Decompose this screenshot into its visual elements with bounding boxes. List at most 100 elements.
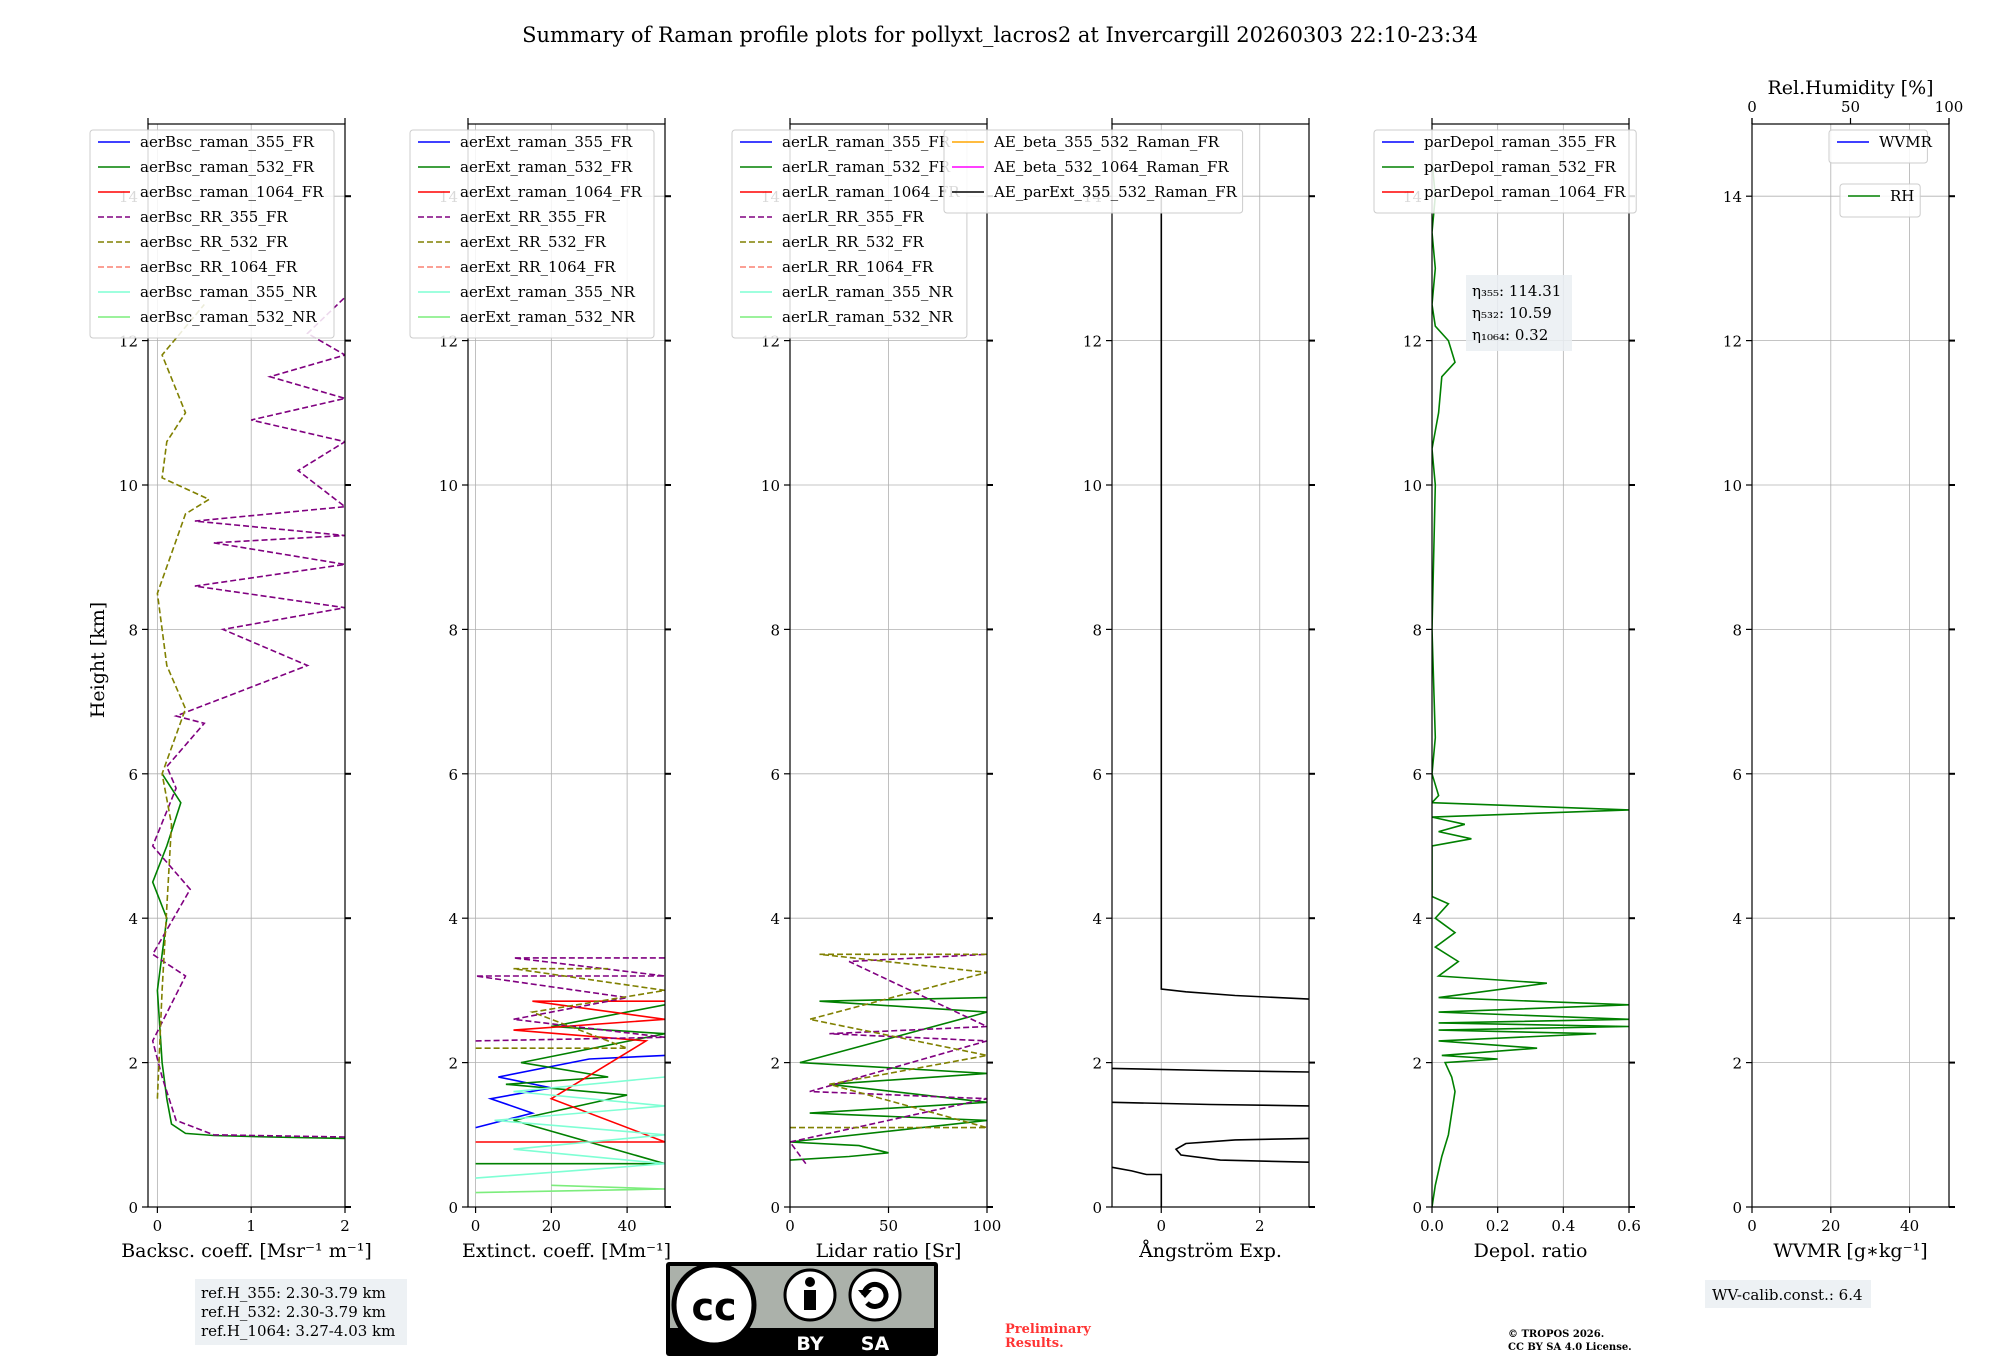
legend-label: aerLR_raman_1064_FR — [782, 183, 960, 201]
x-tick-label: 0 — [785, 1217, 795, 1235]
axes-frame — [1751, 123, 1950, 1208]
x-tick-label: 0.2 — [1486, 1217, 1510, 1235]
y-tick-label: 8 — [1092, 621, 1102, 639]
x-tick-label: 40 — [1900, 1217, 1919, 1235]
x-tick-label: 0 — [153, 1217, 163, 1235]
series-line-aerExt_raman_355_FR — [475, 1054, 665, 1129]
by-label: BY — [796, 1333, 823, 1355]
y-tick-label: 2 — [1732, 1055, 1742, 1073]
panels: 02468101214012Backsc. coeff. [Msr⁻¹ m⁻¹]… — [89, 77, 1963, 1262]
y-tick-label: 2 — [128, 1055, 138, 1073]
legend-box — [731, 129, 968, 339]
x-tick-label: 0 — [1747, 1217, 1757, 1235]
x-tick-label: 2 — [340, 1217, 350, 1235]
x-axis-label: Extinct. coeff. [Mm⁻¹] — [462, 1240, 671, 1262]
series-line-aerExt_raman_1064_FR — [475, 1000, 665, 1143]
series-line-aerExt_raman_532_NR — [475, 1184, 665, 1194]
preliminary-note: Preliminary — [1005, 1322, 1091, 1337]
series-line-AE_parExt_355_532_Raman_FR — [1112, 1166, 1163, 1207]
x-tick-label: 1 — [246, 1217, 256, 1235]
y-tick-label: 10 — [1723, 477, 1742, 495]
x-tick-label: 0.6 — [1617, 1217, 1641, 1235]
y-tick-label: 12 — [1403, 333, 1422, 351]
legend-label: aerExt_raman_355_NR — [460, 283, 636, 301]
x-axis-label: Depol. ratio — [1474, 1240, 1588, 1262]
legend-box — [1839, 183, 1921, 218]
y-tick-label: 0 — [448, 1199, 458, 1217]
reference-height-box: ref.H_355: 2.30-3.79 km ref.H_532: 2.30-… — [195, 1279, 407, 1345]
axes-frame — [789, 123, 988, 1208]
y-tick-label: 6 — [770, 766, 780, 784]
legend-label: aerLR_RR_532_FR — [782, 233, 924, 251]
legend-label: aerExt_RR_355_FR — [460, 208, 607, 226]
x-tick-label: 0 — [1156, 1217, 1166, 1235]
legend-label: aerExt_raman_532_FR — [460, 158, 633, 176]
y-tick-label: 6 — [1092, 766, 1102, 784]
legend-label: aerExt_RR_1064_FR — [460, 258, 616, 276]
panel-ext: 0246810121402040Extinct. coeff. [Mm⁻¹]ae… — [409, 118, 671, 1262]
series-line-aerExt_raman_355_NR — [475, 1076, 665, 1179]
series-line-aerLR_raman_532_FR — [790, 996, 987, 1161]
wv-calibration-text: WV-calib.const.: 6.4 — [1712, 1286, 1863, 1304]
y-tick-label: 0 — [1092, 1199, 1102, 1217]
top-axis-tick-label: 0 — [1747, 98, 1757, 116]
y-tick-label: 14 — [1723, 188, 1742, 206]
legend-label: aerExt_raman_532_NR — [460, 308, 636, 326]
legend-label: aerLR_RR_1064_FR — [782, 258, 934, 276]
legend-label: WVMR — [1879, 133, 1933, 151]
y-tick-label: 8 — [448, 621, 458, 639]
cc-by-sa-badge: cc BY SA — [666, 1262, 938, 1356]
y-tick-label: 4 — [1092, 910, 1102, 928]
legend-box — [1373, 129, 1637, 214]
legend-label: aerLR_raman_532_FR — [782, 158, 951, 176]
y-axis-label: Height [km] — [87, 602, 109, 718]
series-line-AE_parExt_355_532_Raman_FR — [1112, 1067, 1309, 1073]
y-tick-label: 10 — [761, 477, 780, 495]
y-tick-label: 10 — [439, 477, 458, 495]
series-line-aerExt_RR_355_FR — [475, 957, 665, 1042]
x-tick-label: 20 — [1821, 1217, 1840, 1235]
y-tick-label: 2 — [770, 1055, 780, 1073]
refbox-line: ref.H_355: 2.30-3.79 km — [201, 1284, 386, 1302]
cc-logo-icon — [671, 1262, 757, 1348]
legend-box — [89, 129, 335, 339]
y-tick-label: 8 — [1732, 621, 1742, 639]
legend-label: aerLR_raman_355_NR — [782, 283, 953, 301]
series-line-aerExt_raman_532_FR — [475, 1004, 665, 1165]
series-line-parDepol_raman_532_FR — [1432, 160, 1629, 1207]
series-line-aerBsc_raman_532_FR — [151, 773, 345, 1140]
series-line-AE_parExt_355_532_Raman_FR — [1112, 1101, 1309, 1107]
legend-label: AE_parExt_355_532_Raman_FR — [993, 183, 1238, 201]
preliminary-note: Results. — [1005, 1336, 1064, 1351]
panel-bsc: 02468101214012Backsc. coeff. [Msr⁻¹ m⁻¹]… — [89, 118, 372, 1262]
x-tick-label: 2 — [1255, 1217, 1265, 1235]
y-tick-label: 0 — [1412, 1199, 1422, 1217]
legend-label: aerExt_raman_1064_FR — [460, 183, 642, 201]
y-tick-label: 2 — [448, 1055, 458, 1073]
y-tick-label: 0 — [770, 1199, 780, 1217]
y-tick-label: 4 — [1732, 910, 1742, 928]
legend-label: aerBsc_raman_532_NR — [140, 308, 317, 326]
top-axis-tick-label: 50 — [1841, 98, 1860, 116]
eta-annotation-box — [1466, 275, 1572, 351]
y-tick-label: 0 — [128, 1199, 138, 1217]
eta-annotation-line: η₃₅₅: 114.31 — [1472, 282, 1561, 300]
legend-label: aerExt_raman_355_FR — [460, 133, 633, 151]
legend-label: AE_beta_532_1064_Raman_FR — [993, 158, 1229, 176]
legend-label: aerLR_RR_355_FR — [782, 208, 924, 226]
legend-label: RH — [1890, 187, 1914, 205]
y-tick-label: 12 — [1083, 333, 1102, 351]
copyright-note: CC BY SA 4.0 License. — [1508, 1342, 1632, 1353]
legend-label: aerLR_raman_532_NR — [782, 308, 953, 326]
wv-calibration-box: WV-calib.const.: 6.4 — [1705, 1280, 1871, 1308]
cc-logo-text: cc — [691, 1285, 736, 1329]
legend-label: aerBsc_raman_355_FR — [140, 133, 315, 151]
refbox-line: ref.H_1064: 3.27-4.03 km — [201, 1322, 395, 1340]
x-axis-label: Lidar ratio [Sr] — [816, 1240, 962, 1262]
share-alike-icon — [848, 1268, 902, 1322]
axes-frame — [147, 123, 346, 1208]
y-tick-label: 0 — [1732, 1199, 1742, 1217]
copyright-note: © TROPOS 2026. — [1508, 1329, 1604, 1340]
legend-label: aerBsc_raman_1064_FR — [140, 183, 324, 201]
